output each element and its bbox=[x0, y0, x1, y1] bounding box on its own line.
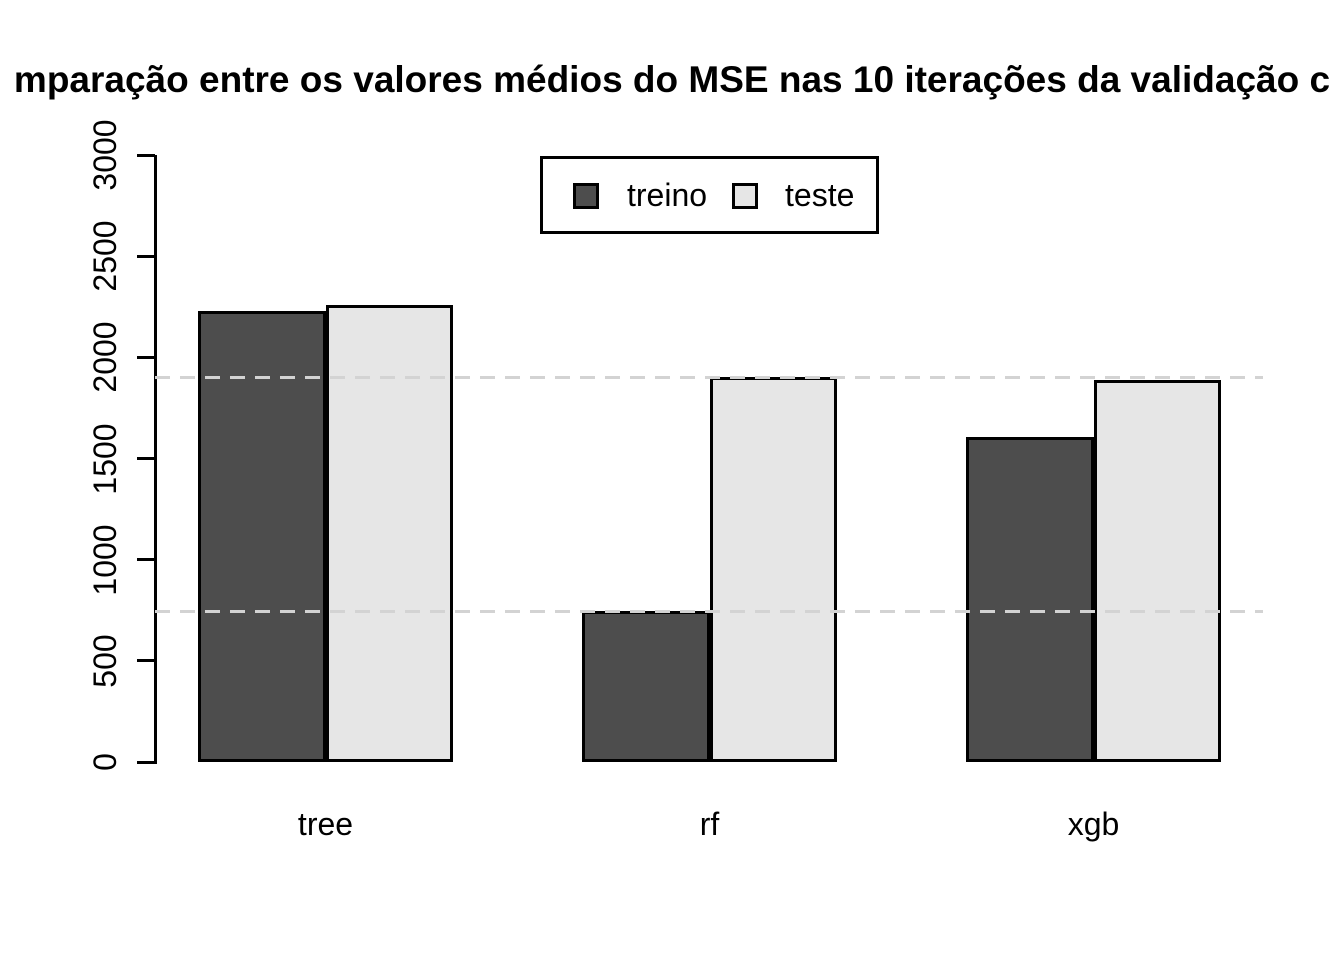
bar-teste-rf bbox=[709, 376, 837, 762]
y-axis-tick bbox=[137, 254, 155, 258]
y-axis-tick bbox=[137, 153, 155, 157]
legend-label-teste: teste bbox=[785, 177, 855, 213]
y-axis-tick bbox=[137, 558, 155, 562]
bar-treino-rf bbox=[582, 611, 710, 762]
y-tick-label: 3000 bbox=[87, 119, 123, 191]
dashed-reference-line bbox=[155, 376, 1263, 380]
legend: treino teste bbox=[540, 156, 879, 234]
x-category-label-tree: tree bbox=[297, 806, 354, 842]
y-axis-tick bbox=[137, 355, 155, 359]
bar-treino-tree bbox=[198, 310, 326, 762]
y-axis-tick bbox=[137, 457, 155, 460]
x-category-label-xgb: xgb bbox=[1067, 806, 1120, 842]
legend-swatch-treino bbox=[573, 183, 599, 209]
bar-treino-xgb bbox=[966, 437, 1094, 762]
bar-teste-xgb bbox=[1093, 379, 1221, 762]
dashed-reference-line bbox=[155, 609, 1263, 613]
legend-swatch-teste bbox=[732, 183, 758, 209]
x-category-label-rf: rf bbox=[699, 806, 720, 842]
y-axis-tick bbox=[137, 659, 155, 663]
legend-label-treino: treino bbox=[627, 177, 708, 213]
y-axis-line bbox=[153, 155, 157, 764]
y-axis-tick bbox=[137, 760, 155, 764]
bar-teste-tree bbox=[325, 304, 453, 762]
chart-title: mparação entre os valores médios do MSE … bbox=[13, 59, 1331, 100]
